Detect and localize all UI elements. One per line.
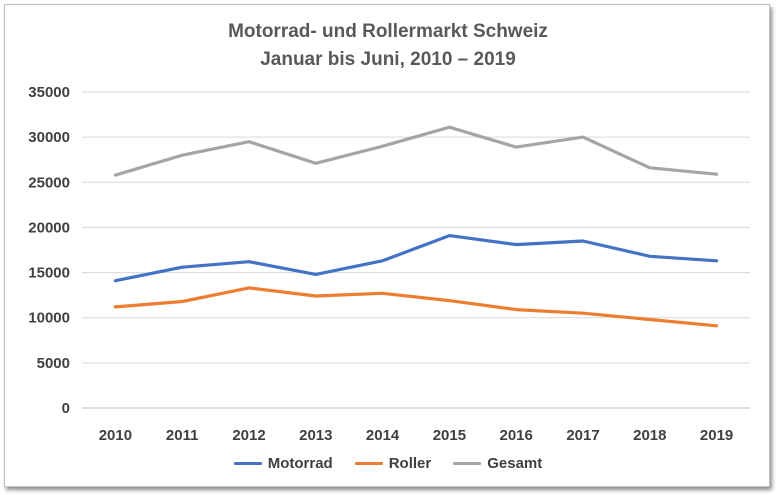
y-tick-label: 35000 bbox=[28, 84, 70, 101]
y-tick-label: 10000 bbox=[28, 310, 70, 327]
y-tick-label: 0 bbox=[62, 400, 70, 417]
x-tick-label: 2014 bbox=[366, 427, 400, 444]
legend-swatch bbox=[354, 462, 383, 465]
legend-label: Motorrad bbox=[267, 455, 333, 472]
x-tick-label: 2019 bbox=[700, 427, 733, 444]
x-tick-label: 2011 bbox=[166, 427, 199, 444]
y-tick-label: 15000 bbox=[28, 265, 70, 282]
series-line-gesamt bbox=[113, 125, 719, 177]
y-tick-label: 30000 bbox=[28, 129, 70, 146]
chart-title: Motorrad- und Rollermarkt Schweiz bbox=[228, 21, 548, 42]
x-tick-label: 2015 bbox=[433, 427, 466, 444]
x-tick-label: 2012 bbox=[232, 427, 265, 444]
chart-frame bbox=[4, 4, 770, 487]
x-tick-label: 2013 bbox=[299, 427, 332, 444]
x-tick-label: 2017 bbox=[566, 427, 599, 444]
legend-item-gesamt: Gesamt bbox=[453, 455, 542, 472]
series-line-roller bbox=[113, 286, 719, 328]
y-tick-label: 20000 bbox=[28, 219, 70, 236]
series-line-motorrad bbox=[113, 234, 719, 283]
legend-label: Gesamt bbox=[487, 455, 543, 472]
y-tick-label: 5000 bbox=[37, 355, 70, 372]
x-tick-label: 2016 bbox=[500, 427, 533, 444]
legend-label: Roller bbox=[388, 455, 432, 472]
chart-legend: Motorrad Roller Gesamt bbox=[0, 455, 776, 472]
legend-swatch bbox=[453, 462, 482, 465]
x-tick-label: 2018 bbox=[633, 427, 666, 444]
legend-item-motorrad: Motorrad bbox=[233, 455, 333, 472]
legend-swatch bbox=[233, 462, 262, 465]
x-tick-label: 2010 bbox=[99, 427, 132, 444]
chart-subtitle: Januar bis Juni, 2010 – 2019 bbox=[260, 49, 516, 70]
legend-item-roller: Roller bbox=[354, 455, 432, 472]
y-tick-label: 25000 bbox=[28, 174, 70, 191]
